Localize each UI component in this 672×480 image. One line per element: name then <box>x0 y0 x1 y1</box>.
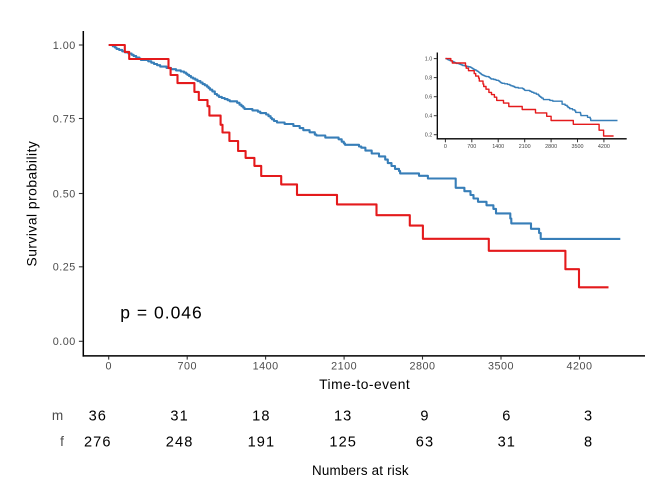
svg-text:0: 0 <box>105 361 112 373</box>
svg-text:f: f <box>60 434 64 449</box>
svg-text:4200: 4200 <box>598 144 610 150</box>
svg-text:31: 31 <box>498 435 516 451</box>
svg-text:3500: 3500 <box>488 361 514 373</box>
svg-text:2800: 2800 <box>545 144 557 150</box>
svg-text:276: 276 <box>84 435 112 451</box>
svg-text:0.6: 0.6 <box>425 95 433 101</box>
svg-text:m: m <box>52 408 63 423</box>
svg-text:3500: 3500 <box>572 144 584 150</box>
svg-text:6: 6 <box>502 408 511 424</box>
svg-text:Survival probability: Survival probability <box>25 141 40 267</box>
svg-text:Time-to-event: Time-to-event <box>319 377 410 392</box>
svg-text:31: 31 <box>170 408 188 424</box>
svg-text:13: 13 <box>334 408 352 424</box>
svg-text:0.2: 0.2 <box>425 133 433 139</box>
svg-text:191: 191 <box>248 435 276 451</box>
svg-text:0.4: 0.4 <box>425 114 433 120</box>
svg-text:0.8: 0.8 <box>425 76 433 82</box>
svg-text:4200: 4200 <box>566 361 592 373</box>
svg-text:0: 0 <box>444 144 447 150</box>
svg-text:2100: 2100 <box>331 361 357 373</box>
svg-text:0.75: 0.75 <box>53 113 76 125</box>
svg-text:p = 0.046: p = 0.046 <box>120 302 202 322</box>
svg-text:125: 125 <box>329 435 357 451</box>
svg-text:9: 9 <box>420 408 429 424</box>
svg-text:18: 18 <box>252 408 270 424</box>
svg-text:8: 8 <box>584 435 593 451</box>
svg-text:1.0: 1.0 <box>425 57 433 63</box>
svg-text:0.00: 0.00 <box>53 336 76 348</box>
svg-text:0.50: 0.50 <box>53 188 76 200</box>
svg-text:Numbers at risk: Numbers at risk <box>312 463 409 478</box>
svg-text:1400: 1400 <box>492 144 504 150</box>
svg-text:2800: 2800 <box>409 361 435 373</box>
svg-text:700: 700 <box>467 144 476 150</box>
svg-text:700: 700 <box>177 361 197 373</box>
svg-text:0.25: 0.25 <box>53 262 76 274</box>
svg-text:1400: 1400 <box>253 361 279 373</box>
svg-text:1.00: 1.00 <box>53 40 76 52</box>
svg-text:248: 248 <box>166 435 194 451</box>
svg-text:63: 63 <box>416 435 434 451</box>
svg-text:2100: 2100 <box>519 144 531 150</box>
svg-text:3: 3 <box>584 408 593 424</box>
svg-text:36: 36 <box>89 408 107 424</box>
